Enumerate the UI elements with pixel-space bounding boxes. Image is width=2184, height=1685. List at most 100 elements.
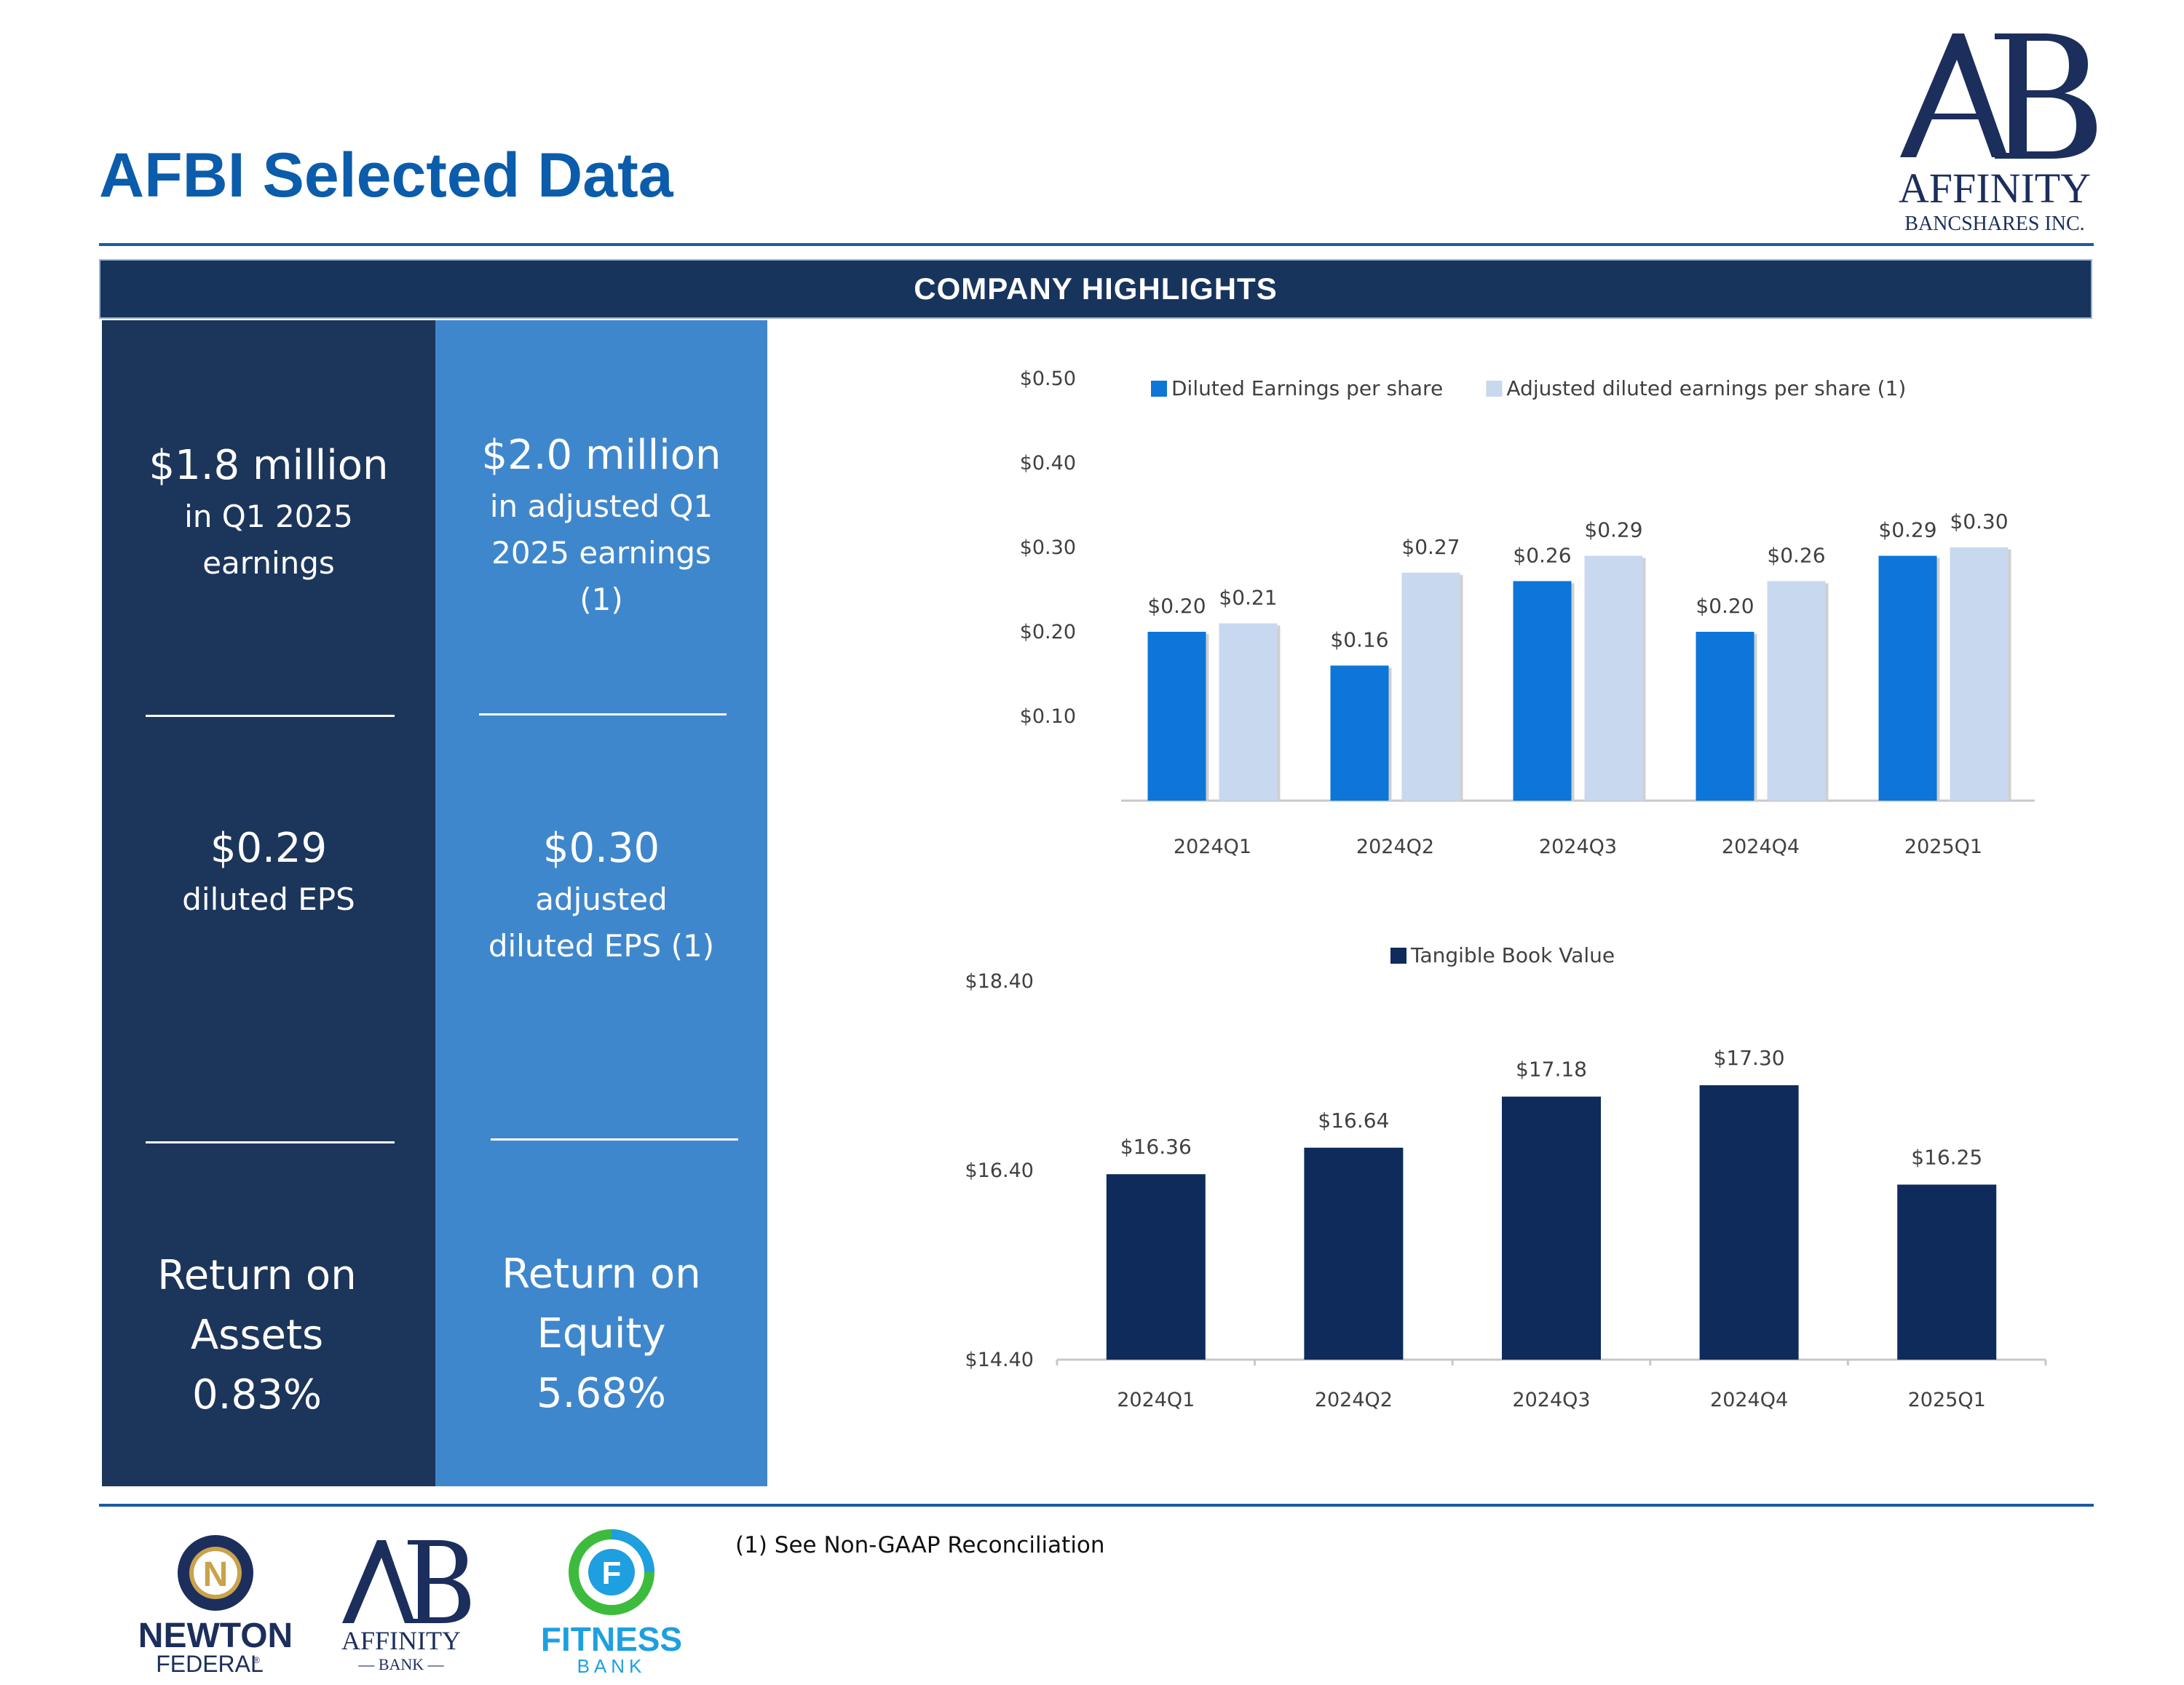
affinity-bank-name: AFFINITY — [341, 1626, 461, 1655]
bar-2024Q3-primary — [1513, 581, 1572, 801]
bar-2024Q2-primary — [1304, 1147, 1404, 1360]
legend-swatch — [1486, 381, 1503, 397]
x-tick-label: 2025Q1 — [1908, 1389, 1986, 1411]
y-tick-label: $0.40 — [1020, 452, 1076, 475]
data-label: $0.29 — [1878, 518, 1936, 542]
newton-federal-icon: N NEWTON FEDERAL ® — [138, 1535, 293, 1677]
data-label: $0.21 — [1219, 585, 1277, 609]
y-tick-label: $0.50 — [1020, 368, 1076, 390]
stat-divider — [479, 713, 727, 715]
top-divider — [99, 243, 2094, 246]
tangible-book-value-chart: $14.40 $16.40 $18.40 $16.36 2024Q1 $16.64 2024… — [965, 943, 2047, 1411]
bar-2024Q2-primary — [1330, 665, 1389, 801]
adjusted-eps-caption-1: adjusted — [535, 881, 668, 917]
gaap-stats-column: $1.8 million in Q1 2025 earnings $0.29 d… — [102, 320, 435, 1486]
y-tick-label: $18.40 — [965, 970, 1034, 993]
fitness-bank-logo: F FITNESS BANK — [531, 1529, 692, 1685]
data-label: $0.20 — [1147, 594, 1206, 618]
y-tick-label: $0.30 — [1020, 536, 1076, 559]
data-label: $0.26 — [1767, 543, 1825, 567]
affinity-bancshares-logo: AFFINITY BANCSHARES INC. — [1886, 26, 2104, 237]
roa-caption-2: Assets — [190, 1312, 324, 1359]
q1-earnings-caption-2: earnings — [202, 545, 335, 581]
bar-2025Q1-primary — [1897, 1184, 1997, 1360]
diluted-eps-value: $0.29 — [210, 825, 328, 872]
affinity-bank-logo: AFFINITY — BANK — — [332, 1536, 470, 1674]
ab-monogram-icon: AFFINITY BANCSHARES INC. — [1899, 33, 2097, 235]
bar-2025Q1-adjusted — [1950, 547, 2009, 801]
adjusted-stats-column: $2.0 million in adjusted Q1 2025 earning… — [435, 320, 767, 1486]
data-label: $0.30 — [1950, 510, 2008, 534]
adjusted-eps-caption-2: diluted EPS (1) — [488, 928, 715, 964]
x-tick-label: 2025Q1 — [1904, 836, 1982, 858]
roa-value: 0.83% — [192, 1371, 322, 1419]
x-tick-label: 2024Q2 — [1315, 1389, 1393, 1411]
bar-2024Q4-adjusted — [1767, 581, 1826, 801]
x-tick-label: 2024Q3 — [1512, 1389, 1590, 1411]
x-tick-label: 2024Q1 — [1117, 1389, 1195, 1411]
bar-2024Q1-primary — [1106, 1174, 1206, 1360]
affinity-bank-icon: AFFINITY — BANK — — [341, 1540, 470, 1673]
x-tick-label: 2024Q2 — [1356, 836, 1434, 858]
data-label: $16.25 — [1911, 1146, 1982, 1170]
y-tick-label: $0.20 — [1020, 621, 1076, 643]
x-tick-label: 2024Q4 — [1722, 836, 1800, 858]
stat-divider — [146, 715, 395, 717]
eps-bar-chart: $0.10 $0.20 $0.30 $0.40 $0.50 $0.20 $0.21 2024Q… — [1020, 368, 2035, 858]
bar-2025Q1-primary — [1878, 555, 1937, 801]
bar-2024Q4-primary — [1699, 1085, 1799, 1360]
adjusted-earnings-caption-3: (1) — [579, 582, 623, 617]
diluted-eps-caption: diluted EPS — [182, 881, 355, 917]
adjusted-earnings-value: $2.0 million — [481, 432, 721, 479]
data-label: $0.16 — [1330, 627, 1388, 651]
adjusted-earnings-caption-2: 2025 earnings — [491, 535, 711, 571]
fitness-letter: F — [602, 1555, 622, 1591]
data-label: $0.29 — [1584, 518, 1642, 542]
roe-caption-1: Return on — [502, 1250, 701, 1298]
data-label: $0.20 — [1696, 594, 1754, 618]
data-label: $17.18 — [1516, 1058, 1587, 1082]
data-label: $0.26 — [1513, 543, 1571, 567]
bar-2024Q3-primary — [1502, 1096, 1601, 1360]
newton-sub: FEDERAL — [156, 1651, 264, 1677]
bar-2024Q3-adjusted — [1584, 555, 1643, 801]
non-gaap-footnote: (1) See Non-GAAP Reconciliation — [735, 1532, 1105, 1558]
fitness-name: FITNESS — [541, 1620, 682, 1658]
adjusted-eps-value: $0.30 — [542, 825, 660, 872]
newton-registered-mark: ® — [253, 1655, 260, 1665]
bottom-divider — [99, 1504, 2094, 1507]
x-tick-label: 2024Q4 — [1710, 1389, 1788, 1411]
x-tick-label: 2024Q1 — [1174, 836, 1251, 858]
legend-swatch — [1151, 381, 1167, 397]
bar-2024Q2-adjusted — [1401, 572, 1460, 801]
bar-2024Q4-primary — [1696, 632, 1754, 801]
stat-divider — [491, 1138, 738, 1141]
bar-2024Q1-primary — [1147, 632, 1206, 801]
data-label: $16.64 — [1318, 1109, 1389, 1133]
data-label: $0.27 — [1401, 535, 1460, 559]
newton-letter: N — [203, 1555, 229, 1594]
adjusted-earnings-caption-1: in adjusted Q1 — [489, 488, 713, 524]
newton-federal-logo: N NEWTON FEDERAL ® — [128, 1532, 303, 1678]
roe-caption-2: Equity — [537, 1310, 666, 1357]
legend-swatch — [1390, 948, 1406, 964]
q1-earnings-caption-1: in Q1 2025 — [184, 499, 353, 534]
q1-earnings-value: $1.8 million — [149, 442, 389, 489]
stat-divider — [146, 1141, 395, 1143]
fitness-sub: BANK — [577, 1655, 646, 1677]
brand-name: AFFINITY — [1899, 164, 2091, 212]
y-tick-label: $16.40 — [965, 1159, 1034, 1182]
roa-caption-1: Return on — [157, 1252, 357, 1299]
affinity-bank-sub: — BANK — — [357, 1655, 444, 1673]
data-label: $17.30 — [1714, 1046, 1785, 1070]
data-label: $16.36 — [1120, 1135, 1192, 1159]
newton-name: NEWTON — [138, 1617, 293, 1655]
legend-label: Diluted Earnings per share — [1171, 376, 1443, 400]
legend-label: Tangible Book Value — [1410, 943, 1615, 967]
roe-value: 5.68% — [537, 1370, 666, 1417]
x-tick-label: 2024Q3 — [1539, 836, 1617, 858]
banner-label: COMPANY HIGHLIGHTS — [914, 271, 1278, 306]
legend-label: Adjusted diluted earnings per share (1) — [1506, 376, 1906, 400]
brand-sub: BANCSHARES INC. — [1904, 213, 2084, 235]
bar-2024Q1-adjusted — [1219, 623, 1278, 801]
